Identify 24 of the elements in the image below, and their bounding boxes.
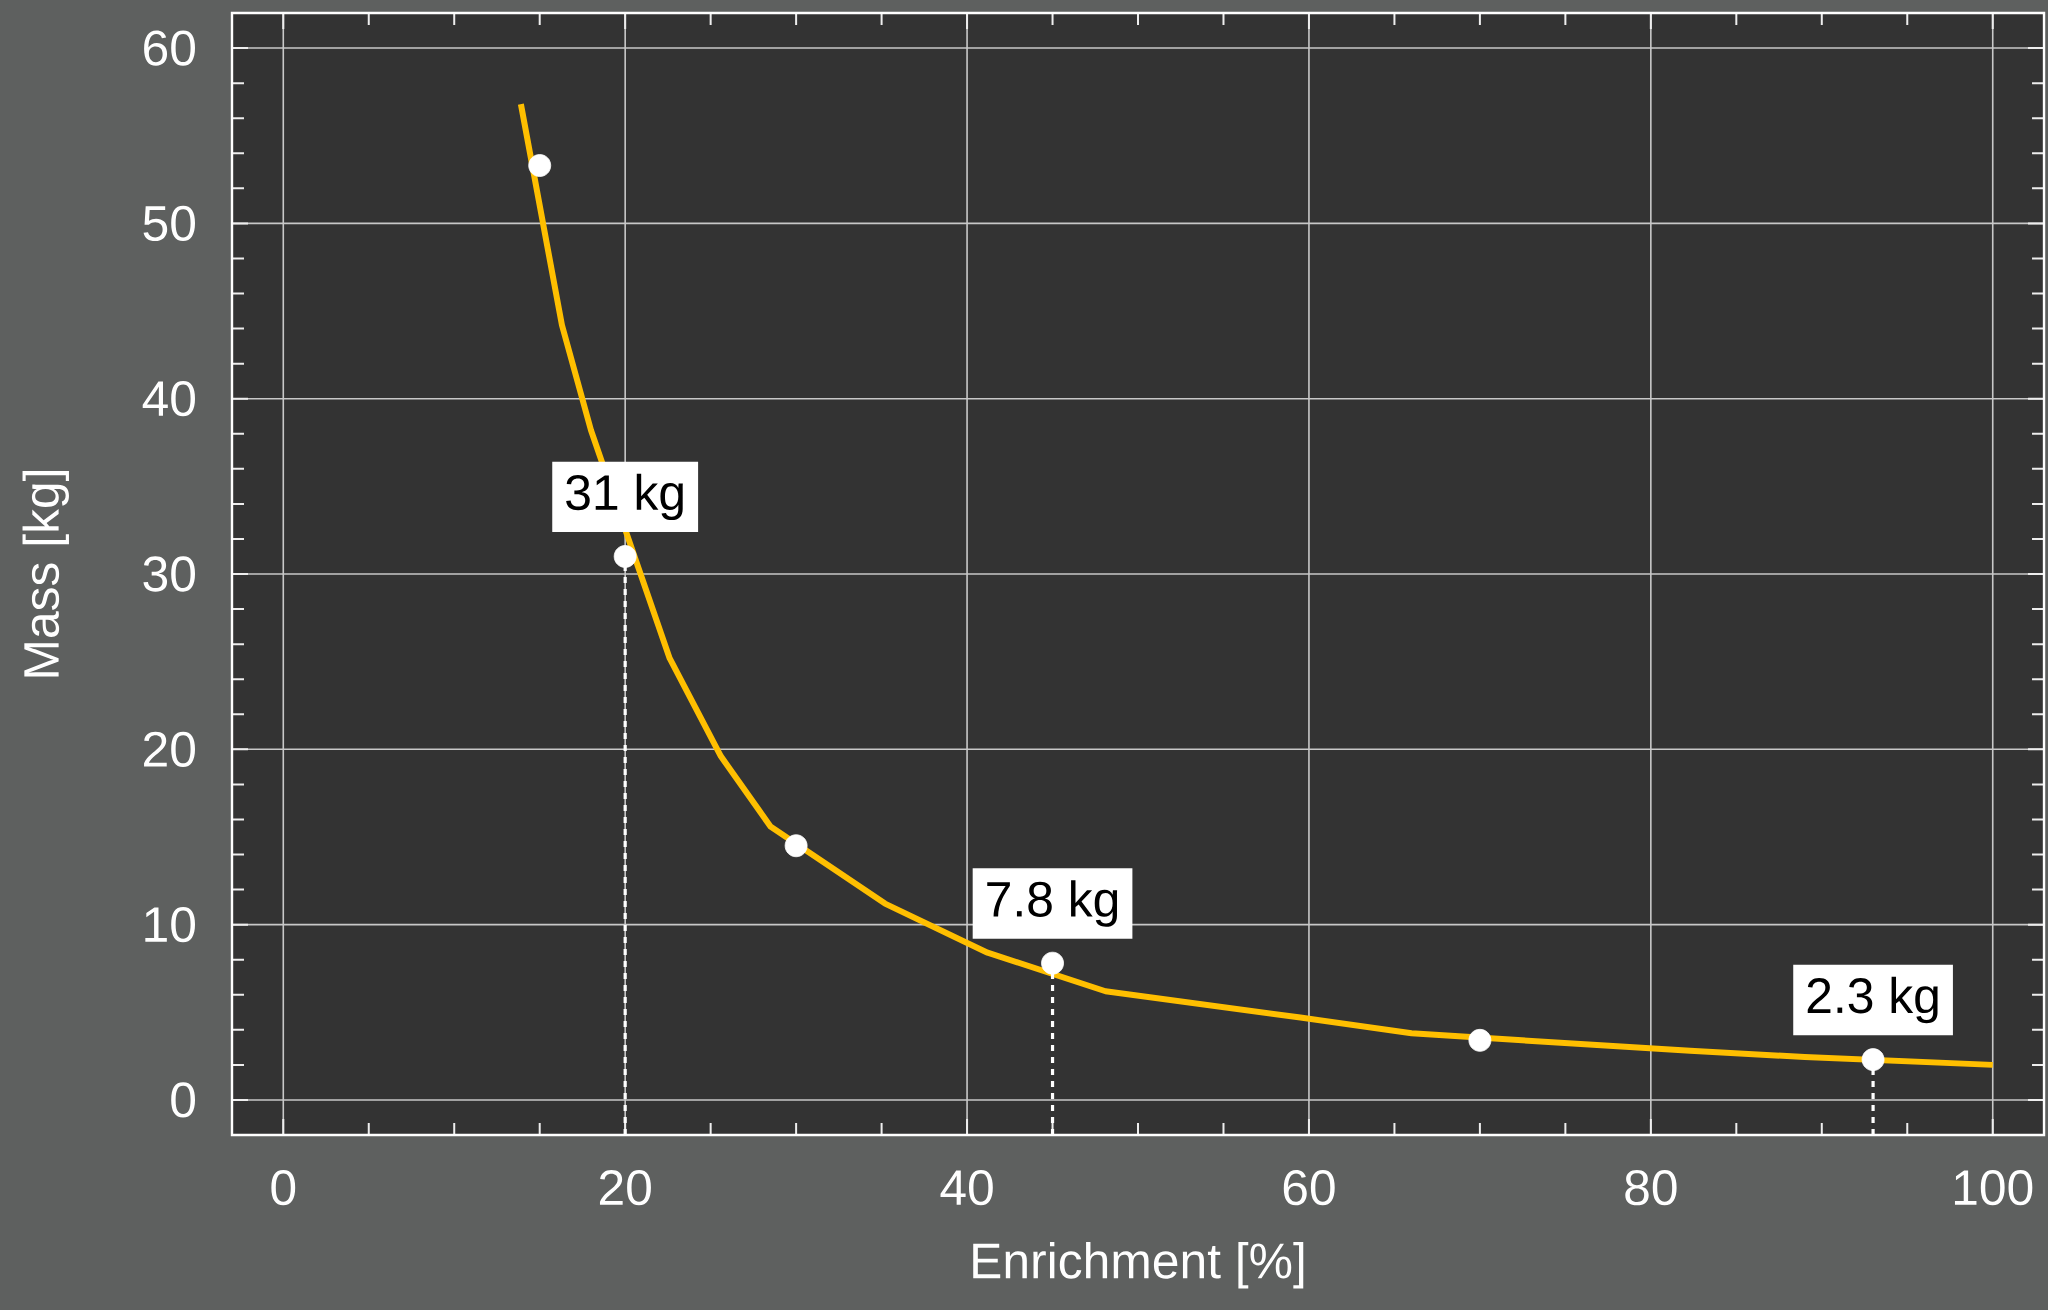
point (784, 834, 808, 858)
y-tick-label: 50 (143, 205, 195, 242)
x-tick-label: 80 (1625, 1170, 1677, 1206)
point (1861, 1048, 1885, 1072)
point (1041, 951, 1064, 975)
annotation: 2.3 kg (1807, 976, 1938, 1024)
x-tick-label: 60 (1283, 1170, 1335, 1206)
y-tick-label: 0 (171, 1082, 196, 1118)
y-tick-label: 30 (143, 556, 195, 592)
annotation: 31 kg (566, 473, 683, 521)
x-tick-label: 40 (940, 1170, 993, 1206)
x-tick-label: 100 (1954, 1170, 2033, 1206)
y-tick-label: 20 (144, 731, 195, 767)
y-axis-title: Mass [kg] (22, 471, 69, 677)
y-tick-label: 60 (144, 30, 195, 66)
point (1468, 1028, 1492, 1052)
y-tick-label: 40 (142, 381, 195, 417)
x-tick-label: 20 (599, 1170, 651, 1206)
annotation: 7.8 kg (987, 880, 1118, 927)
x-tick-label: 0 (271, 1170, 296, 1206)
point (613, 545, 637, 568)
x-axis-title: Enrichment [%] (973, 1242, 1304, 1289)
y-tick-label: 10 (145, 906, 195, 943)
point (528, 154, 552, 177)
